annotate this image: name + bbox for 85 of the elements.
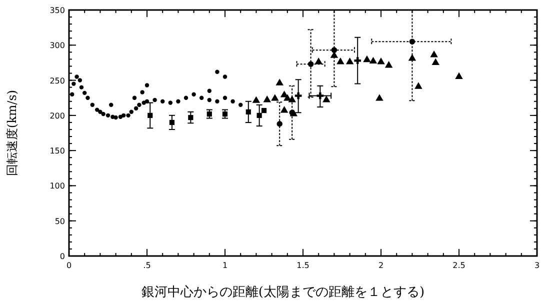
point [308,61,314,67]
point [144,83,150,88]
point [276,120,282,127]
point [222,96,228,100]
point [252,96,260,103]
point [455,72,463,80]
point [346,58,354,64]
point [152,98,157,102]
point [192,92,196,96]
point [168,100,173,105]
point [331,47,338,53]
point [114,115,118,120]
x-axis-title: 銀河中心からの距離(太陽までの距離を１とする) [141,284,425,300]
point [384,61,393,68]
point [121,113,126,118]
y-axis-title: 回転速度(km/s) [5,90,19,176]
x-tick-label: 1 [222,261,228,270]
point [294,92,302,100]
point [322,95,330,102]
point [86,96,90,100]
point [199,96,204,100]
y-tick-label: 0 [60,252,65,261]
point [94,108,100,112]
point [137,102,142,107]
y-tick-label: 50 [54,216,65,226]
point [134,106,138,111]
point [276,78,284,86]
point [261,108,267,114]
x-tick-label: .5 [143,261,151,270]
point [109,102,114,107]
point [207,98,212,102]
point [263,95,271,102]
y-tick-label: 200 [50,111,65,120]
point [148,112,153,118]
x-tick-label: 2 [378,261,384,270]
x-tick-label: 0 [66,261,72,270]
point [222,74,228,79]
point [316,92,324,100]
point [230,99,235,104]
point [271,94,279,101]
y-tick-label: 300 [50,41,65,50]
point [238,102,243,107]
point [215,99,220,104]
point [215,70,220,74]
point [376,94,384,101]
x-tick-label: 3 [534,261,540,270]
point [90,102,95,107]
point [363,55,371,62]
point [144,99,150,104]
point [430,50,438,58]
y-tick-label: 250 [50,76,65,86]
point [106,113,110,118]
point [72,82,76,86]
point [184,96,188,100]
point [129,110,134,114]
point [414,82,422,89]
point [336,58,344,64]
point [126,113,130,118]
point [256,112,262,118]
point [160,99,165,104]
point [409,38,416,44]
point [169,120,175,126]
point [98,110,102,114]
point [78,78,82,82]
y-tick-label: 150 [50,146,65,156]
point [188,114,194,120]
point [280,106,288,113]
point [369,56,378,64]
point [140,90,144,94]
y-tick-label: 100 [50,182,65,191]
point [79,85,84,90]
point [246,109,251,114]
point [101,112,106,116]
point [132,96,137,100]
point [377,58,385,64]
point [176,99,180,104]
point [354,57,362,64]
y-tick-label: 350 [50,6,65,15]
point [82,90,87,96]
point [207,88,212,93]
point [289,110,295,116]
x-tick-label: 2.5 [452,261,466,270]
point [432,58,440,65]
x-tick-label: 1.5 [296,261,310,270]
point [74,74,79,79]
